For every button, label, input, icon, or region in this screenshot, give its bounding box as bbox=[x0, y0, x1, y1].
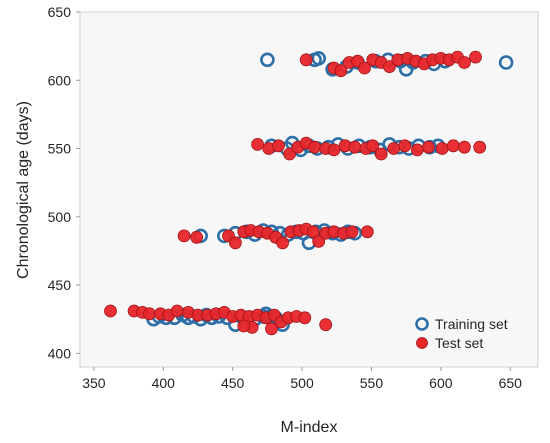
test-point-52 bbox=[308, 140, 322, 154]
test-point-85 bbox=[457, 56, 471, 69]
y-tick-label-4: 600 bbox=[48, 72, 72, 88]
x-tick-label-6: 650 bbox=[499, 375, 523, 391]
test-point-21 bbox=[298, 311, 312, 325]
test-point-63 bbox=[421, 140, 435, 154]
y-axis-label: Chronological age (days) bbox=[15, 101, 32, 279]
test-point-3 bbox=[142, 307, 156, 321]
legend: Training set Test set bbox=[415, 316, 508, 351]
test-point-61 bbox=[398, 139, 412, 153]
legend-label-training: Training set bbox=[435, 316, 508, 332]
axes: 350 400 450 500 550 600 650 400 450 500 550 600 650 bbox=[48, 4, 522, 391]
test-point-86 bbox=[469, 50, 482, 64]
x-tick-label-1: 400 bbox=[152, 375, 176, 391]
y-tick-label-5: 650 bbox=[48, 4, 72, 20]
test-point-0 bbox=[104, 304, 117, 318]
data-points bbox=[104, 50, 514, 336]
legend-label-test: Test set bbox=[435, 335, 483, 351]
training-point-59 bbox=[311, 51, 327, 66]
training-point-57 bbox=[260, 52, 275, 68]
test-point-49 bbox=[283, 147, 297, 161]
test-point-67 bbox=[473, 140, 487, 154]
test-point-44 bbox=[345, 225, 359, 239]
test-point-62 bbox=[410, 143, 424, 157]
x-axis-label: M-index bbox=[281, 419, 338, 436]
legend-marker-test bbox=[416, 337, 428, 349]
test-point-27 bbox=[190, 230, 204, 244]
x-tick-label-5: 600 bbox=[429, 375, 453, 391]
y-tick-label-1: 450 bbox=[48, 277, 72, 293]
test-point-22 bbox=[319, 318, 333, 332]
test-point-65 bbox=[446, 139, 460, 153]
y-tick-label-0: 400 bbox=[48, 345, 72, 361]
test-point-35 bbox=[276, 236, 290, 250]
test-point-64 bbox=[435, 142, 449, 155]
test-point-58 bbox=[366, 139, 380, 153]
test-point-54 bbox=[327, 143, 341, 157]
y-tick-label-3: 550 bbox=[48, 141, 72, 157]
test-point-24 bbox=[265, 322, 278, 336]
test-point-68 bbox=[299, 53, 313, 67]
test-point-29 bbox=[228, 236, 242, 250]
test-point-56 bbox=[348, 140, 362, 154]
y-tick-label-2: 500 bbox=[48, 209, 72, 225]
x-tick-label-2: 450 bbox=[221, 375, 245, 391]
test-point-40 bbox=[312, 234, 326, 248]
test-point-25 bbox=[237, 319, 251, 333]
test-point-46 bbox=[251, 137, 265, 151]
test-point-59 bbox=[374, 147, 388, 161]
test-point-39 bbox=[306, 225, 320, 239]
test-point-76 bbox=[383, 60, 396, 73]
test-point-66 bbox=[457, 140, 471, 154]
x-tick-label-3: 500 bbox=[290, 375, 314, 391]
x-tick-label-0: 350 bbox=[82, 375, 106, 391]
test-point-70 bbox=[334, 64, 348, 78]
x-tick-label-4: 550 bbox=[360, 375, 384, 391]
legend-marker-training bbox=[415, 317, 429, 331]
test-point-60 bbox=[387, 142, 401, 155]
plot-area bbox=[79, 11, 539, 368]
test-point-6 bbox=[170, 304, 184, 318]
training-point-71 bbox=[498, 55, 514, 70]
test-point-73 bbox=[358, 61, 371, 75]
test-point-45 bbox=[360, 225, 374, 239]
test-point-48 bbox=[272, 139, 285, 153]
test-point-26 bbox=[177, 229, 191, 243]
